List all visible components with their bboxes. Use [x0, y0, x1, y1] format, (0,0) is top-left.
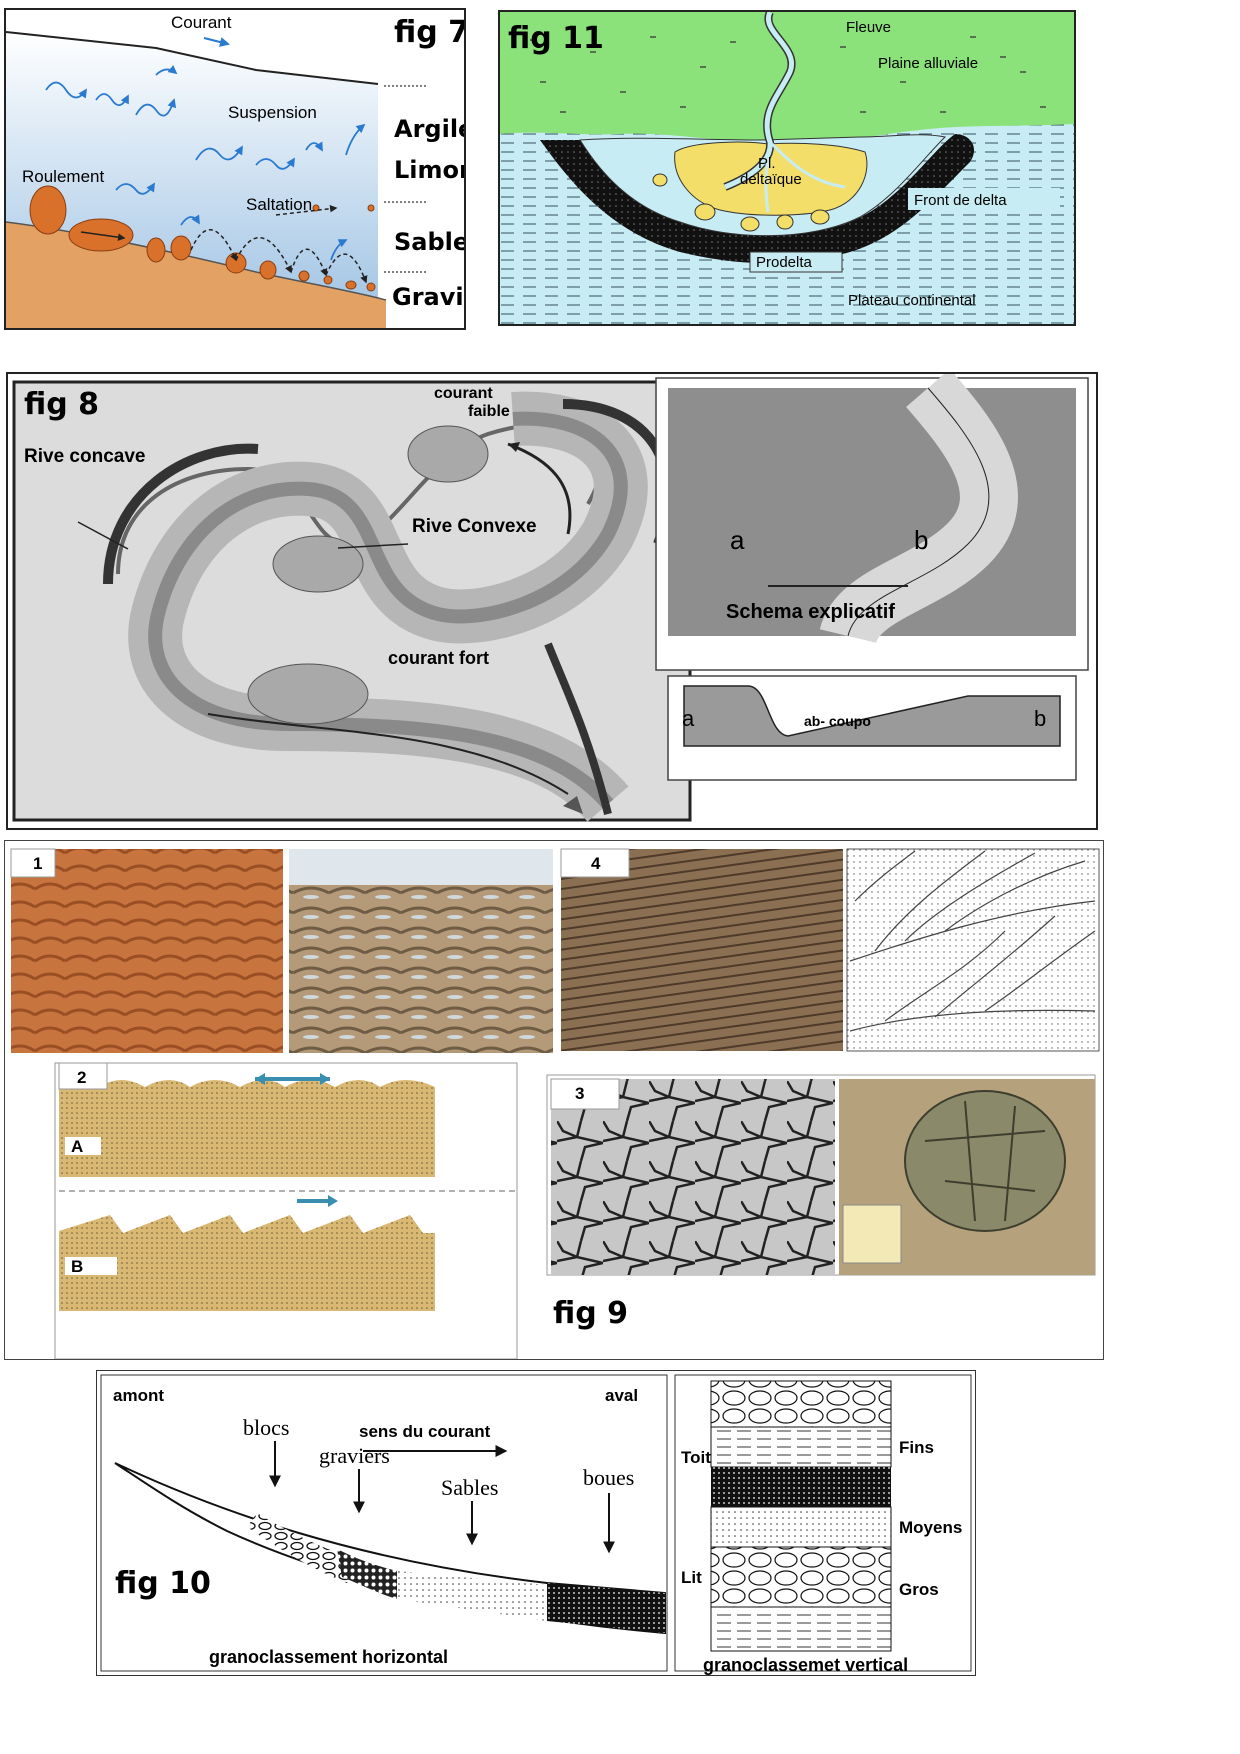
fig7-sable-label: Sable	[394, 228, 464, 256]
fig11-fleuve-label: Fleuve	[846, 19, 891, 36]
fig8-schema-label: Schema explicatif	[726, 601, 895, 623]
fig11-front-label: Front de delta	[914, 192, 1007, 209]
fig8-rive-concave-label: Rive concave	[24, 446, 145, 467]
fig9-photo1-number: 1	[33, 854, 42, 873]
fig7-suspension-label: Suspension	[228, 103, 317, 122]
fig8-courant-faible-1: courant	[434, 385, 493, 402]
fig7-roulement-label: Roulement	[22, 167, 104, 186]
fig10-horizontal-label: granoclassement horizontal	[209, 1647, 448, 1667]
fig10-fins-label: Fins	[899, 1438, 934, 1457]
fig8-coupe-b-label: b	[1034, 706, 1046, 731]
fig10-blocs-label: blocs	[243, 1415, 289, 1440]
fig9-panel2-number: 2	[77, 1068, 86, 1087]
fig10-gros-label: Gros	[899, 1580, 939, 1599]
fig8-rive-convexe-label: Rive Convexe	[412, 516, 537, 537]
fig10-vertical-label: granoclassemet vertical	[703, 1655, 908, 1675]
fig10-boues-label: boues	[583, 1465, 634, 1490]
fig11-prodelta-label: Prodelta	[756, 254, 813, 271]
fig10-toit-label: Toit	[681, 1448, 711, 1467]
fig7-panel: Courant Suspension Roulement Saltation f…	[4, 8, 466, 330]
fig8-courant-fort-label: courant fort	[388, 648, 489, 668]
fig11-plaine-label: Plaine alluviale	[878, 55, 978, 72]
fig8-b-label: b	[914, 525, 928, 555]
fig10-moyens-label: Moyens	[899, 1518, 962, 1537]
fig9-panel2-A: A	[71, 1137, 83, 1156]
fig7-saltation-label: Saltation	[246, 195, 312, 214]
fig7-argile-label: Argile	[394, 115, 464, 143]
fig10-aval-label: aval	[605, 1386, 638, 1405]
fig8-title: fig 8	[24, 387, 99, 422]
fig9-panel2-B: B	[71, 1257, 83, 1276]
fig7-courant-label: Courant	[171, 13, 232, 32]
fig9-title: fig 9	[553, 1296, 628, 1331]
fig8-coupe-label: ab- coupo	[804, 713, 871, 729]
fig11-pl-label: Pl.	[758, 155, 776, 172]
fig8-panel: fig 8 courant faible Rive concave Rive C…	[6, 372, 1098, 830]
fig10-sens-label: sens du courant	[359, 1422, 491, 1441]
fig10-amont-label: amont	[113, 1386, 164, 1405]
fig10-sables-label: Sables	[441, 1475, 498, 1500]
fig9-photo4-number: 4	[591, 854, 601, 873]
fig7-gravier-label: Gravier	[392, 283, 464, 311]
fig10-panel: amont aval sens du courant blocs gravier…	[96, 1370, 976, 1676]
fig10-lit-label: Lit	[681, 1568, 702, 1587]
fig11-panel: fig 11 Fleuve Plaine alluviale Pl. delta…	[498, 10, 1076, 326]
fig9-panel3-number: 3	[575, 1084, 584, 1103]
fig8-courant-faible-2: faible	[468, 403, 510, 420]
fig10-title: fig 10	[115, 1566, 211, 1601]
fig7-title: fig 7	[394, 15, 464, 50]
fig8-a-label: a	[730, 525, 745, 555]
fig11-title: fig 11	[508, 21, 604, 56]
fig10-graviers-label: graviers	[319, 1443, 390, 1468]
fig8-coupe-a-label: a	[682, 706, 695, 731]
fig11-plateau-label: Plateau continental	[848, 292, 976, 309]
fig11-deltaique-label: deltaïque	[740, 171, 802, 188]
fig7-limon-label: Limon	[394, 156, 464, 184]
fig9-panel: 1 4 2 A B 3 fig 9	[4, 840, 1104, 1360]
